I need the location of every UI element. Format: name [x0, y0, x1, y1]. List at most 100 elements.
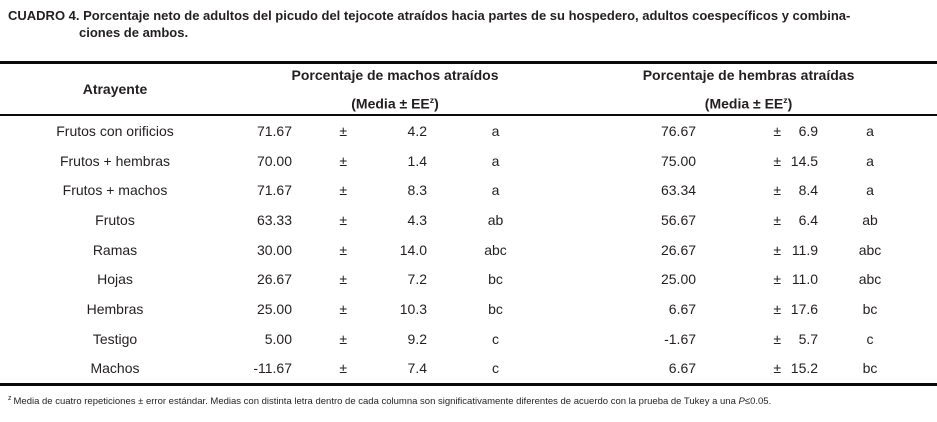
- male-plus-minus: ±: [339, 330, 347, 347]
- male-group-subtitle: (Media ± EEz): [351, 94, 439, 112]
- female-plus-minus: ±: [773, 360, 782, 377]
- male-tukey-letter: ab: [487, 211, 504, 228]
- female-plus-minus: ±: [773, 152, 782, 169]
- female-mean: 25.00: [660, 271, 697, 288]
- female-tukey-letter: a: [866, 182, 874, 199]
- spacer-cell: [920, 354, 937, 385]
- female-se: 15.2: [790, 360, 819, 377]
- female-tukey-letter: abc: [858, 271, 882, 288]
- attractant-name: Ramas: [92, 241, 138, 258]
- male-se: 4.3: [407, 211, 427, 228]
- female-tukey-letter: ab: [862, 211, 878, 228]
- footnote-p-value: ≤0.05.: [744, 396, 772, 408]
- male-tukey-letter: a: [491, 182, 500, 199]
- female-mean: 63.34: [660, 182, 697, 199]
- male-tukey-letter: a: [491, 152, 500, 169]
- male-plus-minus: ±: [339, 360, 347, 377]
- attractant-name: Hembras: [86, 300, 144, 317]
- female-plus-minus: ±: [773, 241, 782, 258]
- table-row: Testigo 5.00 ± 9.2 c -1.67 ± 5.7 c: [0, 324, 937, 354]
- male-se: 8.3: [407, 182, 427, 199]
- table-row: Ramas 30.00 ± 14.0 abc 26.67 ± 11.9 abc: [0, 235, 937, 265]
- female-se: 11.9: [791, 241, 819, 258]
- female-se: 6.4: [798, 211, 819, 228]
- table-caption: CUADRO 4. Porcentaje neto de adultos del…: [8, 7, 931, 41]
- female-tukey-letter: c: [866, 330, 874, 347]
- female-tukey-letter: a: [866, 122, 874, 139]
- table-row: Frutos con orificios 71.67 ± 4.2 a 76.67…: [0, 115, 937, 146]
- male-se: 7.4: [407, 360, 427, 377]
- caption-line1: CUADRO 4. Porcentaje neto de adultos del…: [8, 7, 931, 24]
- male-group-header: Porcentaje de machos atraídos (Media ± E…: [230, 62, 561, 116]
- footnote: z Media de cuatro repeticiones ± error es…: [8, 393, 929, 408]
- footnote-p-label: P: [738, 396, 745, 408]
- male-tukey-letter: bc: [488, 300, 503, 317]
- female-se: 14.5: [790, 152, 819, 169]
- female-se: 6.9: [798, 122, 819, 139]
- female-mean: 26.67: [660, 241, 697, 258]
- table-body: Frutos con orificios 71.67 ± 4.2 a 76.67…: [0, 115, 937, 385]
- male-tukey-letter: c: [492, 330, 500, 347]
- female-mean: -1.67: [664, 330, 697, 347]
- female-mean: 6.67: [668, 300, 697, 317]
- table-header: Atrayente Porcentaje de machos atraídos …: [0, 62, 937, 116]
- results-table: Atrayente Porcentaje de machos atraídos …: [0, 61, 937, 387]
- male-mean: 71.67: [256, 122, 292, 139]
- table-row: Machos -11.67 ± 7.4 c 6.67 ± 15.2 bc: [0, 354, 937, 385]
- male-se: 1.4: [407, 152, 427, 169]
- attractant-name: Hojas: [97, 271, 133, 288]
- male-se: 10.3: [399, 300, 427, 317]
- female-plus-minus: ±: [773, 330, 782, 347]
- spacer-cell: [920, 294, 937, 324]
- male-mean: -11.67: [253, 360, 292, 377]
- female-group-header: Porcentaje de hembras atraídas (Media ± …: [560, 62, 937, 116]
- table-row: Frutos + hembras 70.00 ± 1.4 a 75.00 ± 1…: [0, 146, 937, 176]
- male-mean: 70.00: [256, 152, 292, 169]
- spacer-cell: [920, 146, 937, 176]
- attractant-name: Machos: [90, 360, 140, 377]
- male-se: 9.2: [407, 330, 427, 347]
- female-tukey-letter: bc: [862, 300, 878, 317]
- spacer-cell: [920, 324, 937, 354]
- attractant-column-header: Atrayente: [0, 62, 230, 116]
- female-plus-minus: ±: [773, 122, 782, 139]
- male-plus-minus: ±: [339, 122, 347, 139]
- spacer-cell: [920, 205, 937, 235]
- male-mean: 5.00: [264, 330, 292, 347]
- female-mean: 76.67: [660, 122, 697, 139]
- caption-line2: ciones de ambos.: [79, 25, 189, 40]
- male-tukey-letter: a: [491, 122, 500, 139]
- female-plus-minus: ±: [773, 300, 782, 317]
- attractant-name: Frutos + hembras: [59, 152, 171, 169]
- footnote-marker: z: [8, 395, 12, 403]
- female-tukey-letter: a: [866, 152, 874, 169]
- table-row: Hembras 25.00 ± 10.3 bc 6.67 ± 17.6 bc: [0, 294, 937, 324]
- male-mean: 25.00: [256, 300, 292, 317]
- female-se: 11.0: [791, 271, 819, 288]
- superscript-z: z: [429, 94, 435, 105]
- table-row: Hojas 26.67 ± 7.2 bc 25.00 ± 11.0 abc: [0, 264, 937, 294]
- attractant-name: Frutos con orificios: [56, 122, 174, 139]
- female-tukey-letter: bc: [862, 360, 878, 377]
- female-plus-minus: ±: [773, 211, 782, 228]
- male-plus-minus: ±: [339, 152, 347, 169]
- male-plus-minus: ±: [339, 211, 347, 228]
- table-row: Frutos 63.33 ± 4.3 ab 56.67 ± 6.4 ab: [0, 205, 937, 235]
- male-tukey-letter: c: [492, 360, 500, 377]
- female-mean: 6.67: [668, 360, 697, 377]
- male-plus-minus: ±: [339, 182, 347, 199]
- superscript-z: z: [783, 94, 788, 105]
- male-group-title: Porcentaje de machos atraídos: [291, 66, 499, 83]
- female-se: 5.7: [798, 330, 819, 347]
- attractant-name: Frutos + machos: [62, 182, 168, 199]
- spacer-cell: [920, 264, 937, 294]
- female-se: 17.6: [790, 300, 819, 317]
- female-mean: 75.00: [660, 152, 697, 169]
- caption-text: Porcentaje neto de adultos del picudo de…: [83, 8, 851, 23]
- female-plus-minus: ±: [773, 182, 782, 199]
- footnote-text: Media de cuatro repeticiones ± error est…: [13, 396, 739, 408]
- male-mean: 63.33: [256, 211, 292, 228]
- spacer-cell: [920, 115, 937, 146]
- male-mean: 71.67: [256, 182, 292, 199]
- male-se: 7.2: [407, 271, 427, 288]
